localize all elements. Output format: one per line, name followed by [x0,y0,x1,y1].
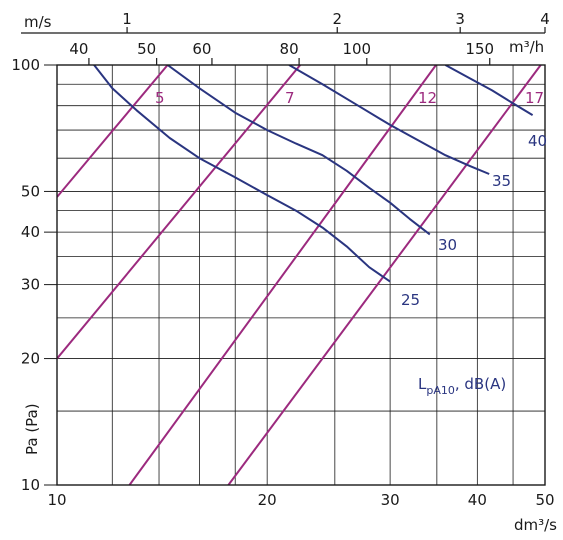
lpa-annotation: LpA10, dB(A) [418,375,506,397]
top-m3h-tick-label: 40 [69,40,88,58]
series-line-noise-35 [288,65,490,175]
y-tick-label: 100 [11,56,40,74]
y-axis-title: Pa (Pa) [23,403,41,455]
series-line-noise-25 [93,65,391,283]
top-m3h-tick-label: 50 [137,40,156,58]
series-label-noise-25: 25 [401,291,420,309]
series-line-damper-17 [227,65,542,485]
x-tick-label: 50 [535,491,554,509]
top-m3h-tick-label: 80 [280,40,299,58]
y-tick-label: 40 [21,223,40,241]
series-labels: 5 7 12 17 25 30 35 40 [155,89,547,309]
series-label-damper-17: 17 [525,89,544,107]
y-tick-label: 20 [21,350,40,368]
series-label-damper-12: 12 [418,89,437,107]
top-m3h-tick-label: 100 [342,40,371,58]
top-ms-tick-label: 4 [540,10,550,28]
plot-border [56,64,546,486]
x-tick-label: 30 [381,491,400,509]
series-line-damper-7 [57,65,301,360]
top-m3h-tick-label: 60 [192,40,211,58]
series-line-damper-5 [57,65,169,198]
series-line-noise-30 [167,65,431,236]
y-tick-label: 10 [21,476,40,494]
top-ms-tick-label: 2 [332,10,342,28]
series-label-damper-7: 7 [285,89,295,107]
x-axis-title: dm³/s [514,516,557,534]
grid [56,64,546,486]
y-tick-label: 30 [21,276,40,294]
top-ms-tick-label: 1 [122,10,132,28]
lpa-annotation-sub: pA10 [426,384,455,397]
series-label-damper-5: 5 [155,89,165,107]
series-label-noise-40: 40 [528,132,547,150]
series-layer [57,65,542,485]
series-label-noise-35: 35 [492,172,511,190]
series-line-damper-12 [128,65,437,485]
x-tick-label: 40 [468,491,487,509]
lpa-annotation-main: L [418,375,427,393]
x-tick-label: 10 [47,491,66,509]
top-axis-m3h-label: m³/h [509,38,544,56]
series-line-noise-40 [444,65,534,116]
series-label-noise-30: 30 [438,236,457,254]
top-ms-tick-label: 3 [455,10,465,28]
lpa-annotation-tail: , dB(A) [455,375,506,393]
y-tick-label: 50 [21,182,40,200]
top-axis-ms-label: m/s [24,13,52,31]
x-tick-label: 20 [258,491,277,509]
top-m3h-tick-label: 150 [465,40,494,58]
